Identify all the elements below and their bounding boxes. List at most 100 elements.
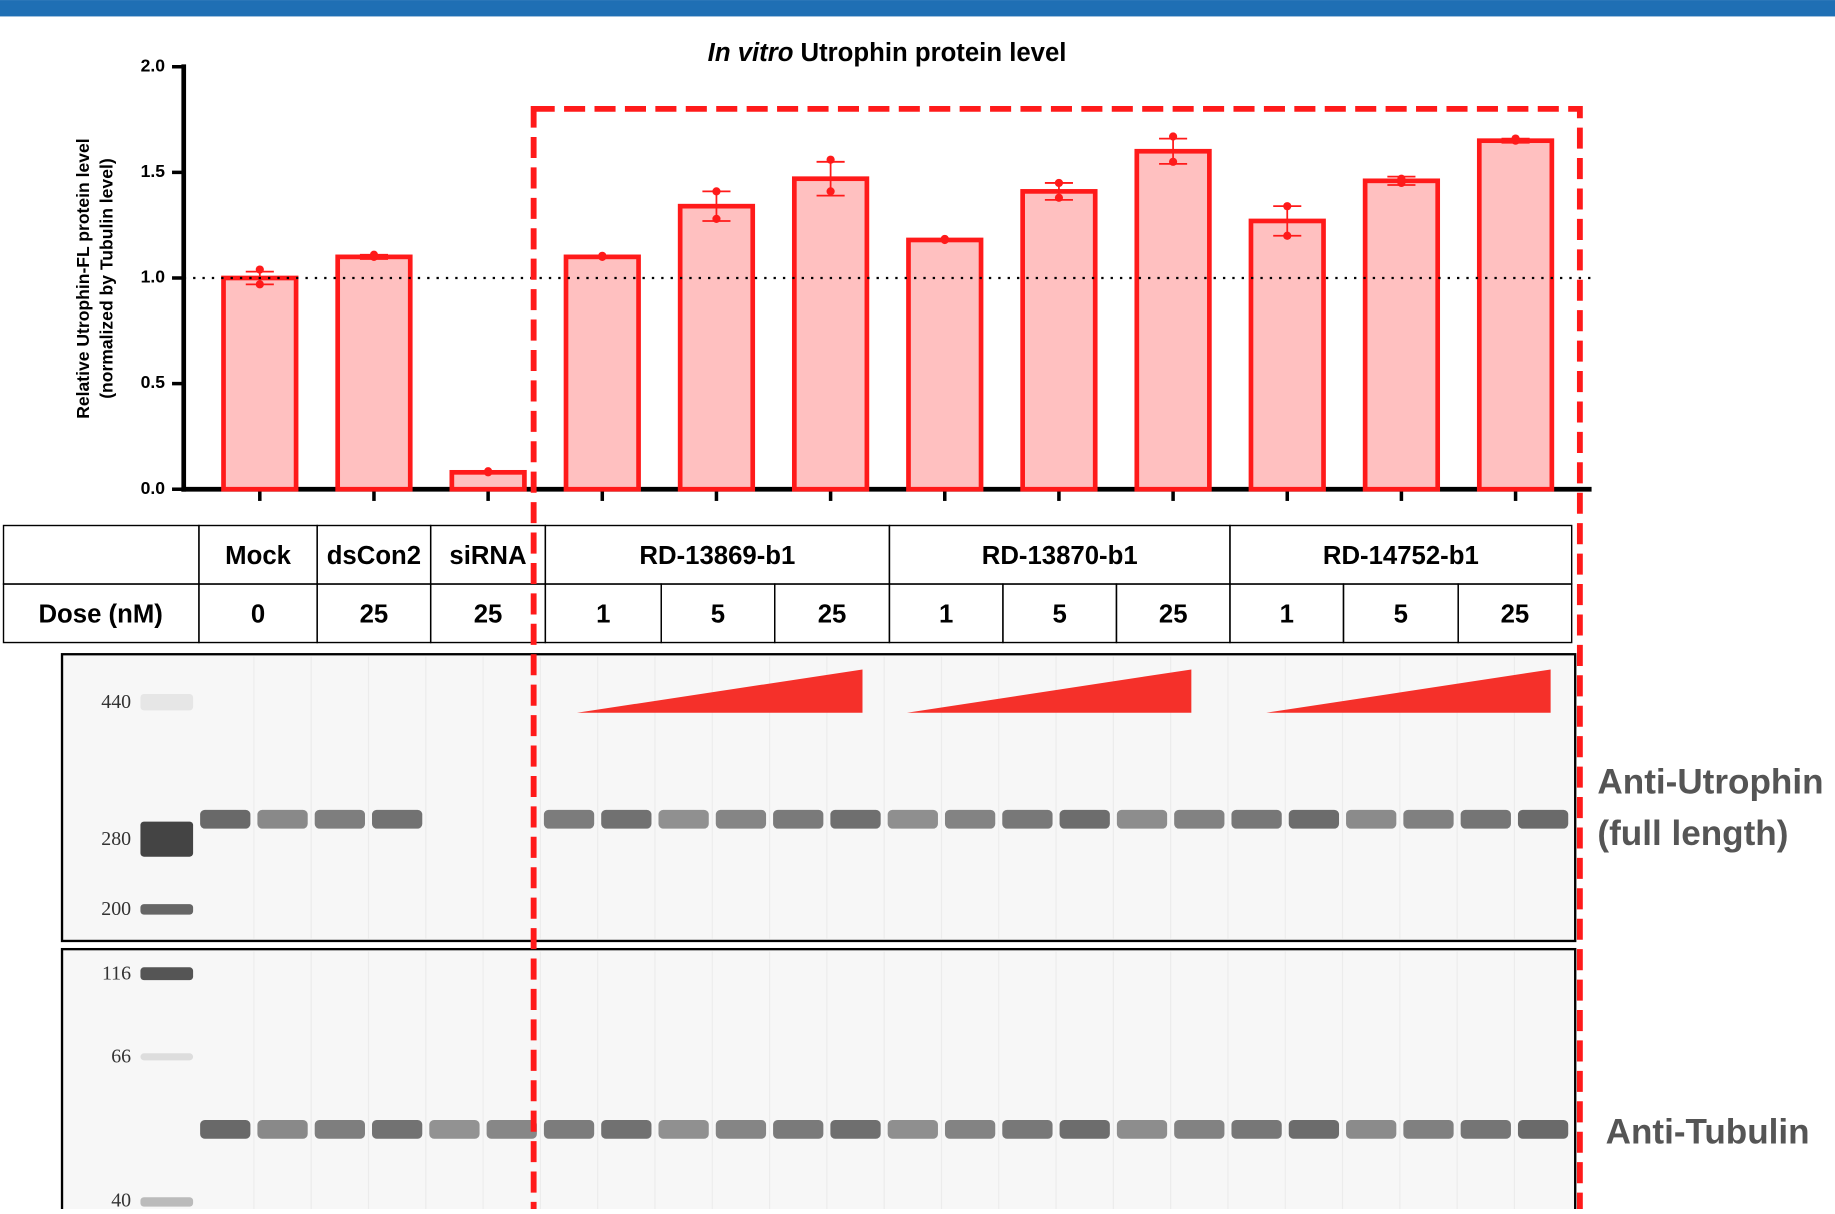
- band: [1002, 1120, 1052, 1139]
- dose-value: 5: [1053, 600, 1067, 628]
- dose-value: 5: [1394, 600, 1408, 628]
- dose-header: Dose (nM): [38, 600, 162, 628]
- band: [1174, 810, 1224, 829]
- blot-panel: [62, 949, 1575, 1209]
- band: [1403, 1120, 1453, 1139]
- band: [1060, 1120, 1110, 1139]
- bar-chart: 0.0 0.5 1.0 1.5 2.0: [141, 55, 1592, 501]
- table-cell: [4, 526, 199, 585]
- band: [1117, 810, 1167, 829]
- band: [773, 810, 823, 829]
- band: [257, 810, 307, 829]
- data-point: [1397, 179, 1405, 187]
- band: [1518, 810, 1568, 829]
- band: [716, 1120, 766, 1139]
- band: [1403, 810, 1453, 829]
- band: [1174, 1120, 1224, 1139]
- marker-label: 66: [111, 1046, 131, 1068]
- title-main: Utrophin protein level: [801, 39, 1067, 67]
- bar: [1365, 181, 1438, 489]
- y-tick-label: 0.0: [141, 478, 166, 498]
- y-tick-label: 2.0: [141, 55, 166, 75]
- band: [200, 1120, 250, 1139]
- y-label-line: Relative Utrophin-FL protein level: [73, 138, 93, 418]
- data-point: [712, 215, 720, 223]
- bar: [566, 257, 639, 489]
- data-point: [1169, 158, 1177, 166]
- bar: [1137, 151, 1210, 489]
- page: {"chart_data": {"type": "bar", "title_it…: [0, 0, 1835, 1209]
- data-point: [1055, 179, 1063, 187]
- antibody-label: Anti-Utrophin: [1597, 762, 1823, 801]
- bar: [1023, 191, 1096, 489]
- band: [888, 1120, 938, 1139]
- ladder-band: [140, 1197, 193, 1206]
- dose-value: 1: [596, 600, 610, 628]
- title-italic: In vitro: [708, 39, 794, 67]
- data-point: [827, 187, 835, 195]
- bar: [1251, 221, 1324, 489]
- y-tick-label: 1.5: [141, 161, 166, 181]
- data-point: [370, 253, 378, 261]
- y-axis-label: Relative Utrophin-FL protein level (norm…: [73, 138, 116, 418]
- bar: [224, 278, 297, 489]
- data-point: [827, 156, 835, 164]
- data-point: [1511, 137, 1519, 145]
- bar: [338, 257, 411, 489]
- dose-value: 25: [818, 600, 847, 628]
- dose-value: 0: [251, 600, 265, 628]
- header-bar: [0, 0, 1835, 16]
- band: [544, 1120, 594, 1139]
- band: [315, 1120, 365, 1139]
- ladder-band: [140, 904, 193, 915]
- band: [1346, 810, 1396, 829]
- band: [429, 1120, 479, 1139]
- dose-value: 1: [939, 600, 953, 628]
- marker-label: 280: [101, 828, 131, 850]
- group-label: RD-14752-b1: [1323, 542, 1479, 570]
- y-label-line: (normalized by Tubulin level): [96, 158, 116, 398]
- band: [945, 810, 995, 829]
- group-label: RD-13870-b1: [982, 542, 1138, 570]
- marker-label: 116: [102, 962, 131, 984]
- band: [1002, 810, 1052, 829]
- ladder-band: [140, 1053, 193, 1060]
- data-point: [484, 468, 492, 476]
- band: [658, 810, 708, 829]
- group-label: dsCon2: [327, 542, 421, 570]
- band: [1461, 1120, 1511, 1139]
- y-tick-label: 0.5: [141, 372, 166, 392]
- antibody-label: Anti-Tubulin: [1606, 1112, 1810, 1151]
- band: [773, 1120, 823, 1139]
- ladder-band: [140, 694, 193, 710]
- figure: In vitroUtrophin protein level Relative …: [0, 0, 1835, 1209]
- band: [830, 810, 880, 829]
- dose-value: 25: [360, 600, 389, 628]
- band: [830, 1120, 880, 1139]
- data-point: [1283, 202, 1291, 210]
- bar: [1479, 141, 1552, 490]
- antibody-label: (full length): [1597, 814, 1788, 853]
- band: [601, 1120, 651, 1139]
- data-point: [598, 253, 606, 261]
- group-label: siRNA: [449, 542, 526, 570]
- band: [716, 810, 766, 829]
- band: [945, 1120, 995, 1139]
- marker-label: 200: [101, 898, 131, 920]
- band: [1231, 1120, 1281, 1139]
- band: [1518, 1120, 1568, 1139]
- sample-table: Dose (nM)MockdsCon2siRNARD-13869-b1RD-13…: [4, 526, 1572, 643]
- marker-label: 440: [101, 691, 131, 713]
- data-point: [941, 236, 949, 244]
- data-point: [256, 265, 264, 273]
- band: [1231, 810, 1281, 829]
- band: [315, 810, 365, 829]
- band: [1346, 1120, 1396, 1139]
- ladder-band: [140, 822, 193, 857]
- dose-value: 25: [1501, 600, 1530, 628]
- data-point: [256, 280, 264, 288]
- band: [1117, 1120, 1167, 1139]
- y-tick-label: 1.0: [141, 267, 166, 287]
- band: [372, 1120, 422, 1139]
